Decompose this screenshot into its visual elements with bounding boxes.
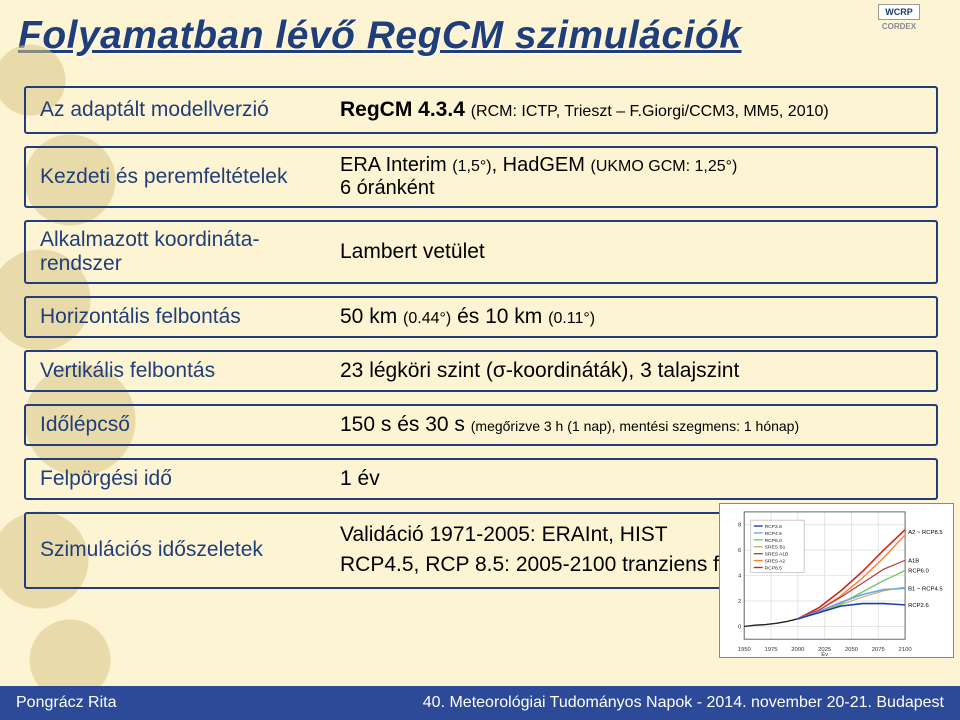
rcp-scenario-chart: 195019752000202520502075210002468ÉvA2 ~ … [719, 503, 954, 658]
svg-text:SRES A2: SRES A2 [765, 559, 786, 565]
value-part: Validáció 1971-2005: ERAInt, HIST [340, 523, 668, 546]
value-part: (1,5°) [452, 158, 491, 175]
svg-text:B1 ~ RCP4.5: B1 ~ RCP4.5 [908, 586, 943, 592]
value-part: és 10 km [451, 305, 548, 328]
svg-text:Év: Év [821, 651, 828, 658]
svg-text:2050: 2050 [845, 647, 859, 653]
row-label: Horizontális felbontás [26, 299, 336, 335]
row-label: Az adaptált modellverzió [26, 92, 336, 128]
row-value: 150 s és 30 s (megőrizve 3 h (1 nap), me… [336, 407, 936, 443]
row-label: Kezdeti és peremfeltételek [26, 159, 336, 195]
svg-text:1975: 1975 [764, 647, 778, 653]
svg-text:RCP4.5: RCP4.5 [765, 531, 782, 537]
svg-text:A2 ~ RCP8.5: A2 ~ RCP8.5 [908, 530, 943, 536]
value-main: RegCM 4.3.4 [340, 98, 471, 121]
svg-text:RCP6.0: RCP6.0 [765, 538, 782, 544]
row-label: Alkalmazott koordináta-rendszer [26, 222, 336, 282]
row-value: 23 légköri szint (σ-koordináták), 3 tala… [336, 353, 936, 389]
row-value: ERA Interim (1,5°), HadGEM (UKMO GCM: 1,… [336, 148, 936, 206]
value-sub: (RCM: ICTP, Trieszt – F.Giorgi/CCM3, MM5… [471, 103, 829, 120]
row-value: RegCM 4.3.4 (RCM: ICTP, Trieszt – F.Gior… [336, 92, 936, 128]
svg-text:RCP8.5: RCP8.5 [765, 565, 782, 571]
svg-text:RCP2.6: RCP2.6 [765, 524, 782, 530]
page-title: Folyamatban lévő RegCM szimulációk [0, 0, 960, 62]
logo-block: WCRP CORDEX [844, 4, 954, 76]
footer-event: 40. Meteorológiai Tudományos Napok - 201… [423, 694, 944, 712]
value-part: 6 óránként [340, 177, 435, 199]
table-row: Időlépcső 150 s és 30 s (megőrizve 3 h (… [24, 404, 938, 446]
value-part: ERA Interim [340, 154, 452, 176]
table-row: Az adaptált modellverzió RegCM 4.3.4 (RC… [24, 86, 938, 134]
svg-text:2075: 2075 [872, 647, 886, 653]
table-row: Felpörgési idő 1 év [24, 458, 938, 500]
row-label: Időlépcső [26, 407, 336, 443]
svg-text:RCP6.0: RCP6.0 [908, 568, 929, 574]
svg-text:RCP2.6: RCP2.6 [908, 603, 929, 609]
svg-text:A1B: A1B [908, 558, 919, 564]
wcrp-logo: WCRP [878, 4, 920, 20]
footer-bar: Pongrácz Rita 40. Meteorológiai Tudomány… [0, 686, 960, 720]
value-part: 50 km [340, 305, 403, 328]
svg-text:SRES A1B: SRES A1B [765, 552, 790, 558]
svg-text:SRES B1: SRES B1 [765, 545, 786, 551]
table-row: Kezdeti és peremfeltételek ERA Interim (… [24, 146, 938, 208]
cordex-logo: CORDEX [882, 22, 916, 31]
value-part: (megőrizve 3 h (1 nap), mentési szegmens… [471, 418, 799, 434]
row-label: Szimulációs időszeletek [26, 532, 336, 568]
svg-text:2: 2 [738, 599, 741, 605]
value-part: (0.44°) [403, 310, 451, 327]
row-value: 50 km (0.44°) és 10 km (0.11°) [336, 299, 936, 335]
table-row: Alkalmazott koordináta-rendszer Lambert … [24, 220, 938, 284]
row-label: Vertikális felbontás [26, 353, 336, 389]
svg-text:1950: 1950 [738, 647, 752, 653]
value-part: (0.11°) [548, 310, 595, 327]
svg-text:2100: 2100 [899, 647, 913, 653]
value-part: 150 s és 30 s [340, 413, 471, 436]
svg-text:2000: 2000 [791, 647, 805, 653]
value-part: , HadGEM [492, 154, 591, 176]
row-label: Felpörgési idő [26, 461, 336, 497]
value-part: (UKMO GCM: 1,25°) [590, 158, 737, 175]
footer-author: Pongrácz Rita [16, 694, 117, 712]
table-row: Horizontális felbontás 50 km (0.44°) és … [24, 296, 938, 338]
row-value: Lambert vetület [336, 234, 936, 270]
table-row: Vertikális felbontás 23 légköri szint (σ… [24, 350, 938, 392]
row-value: 1 év [336, 461, 936, 497]
